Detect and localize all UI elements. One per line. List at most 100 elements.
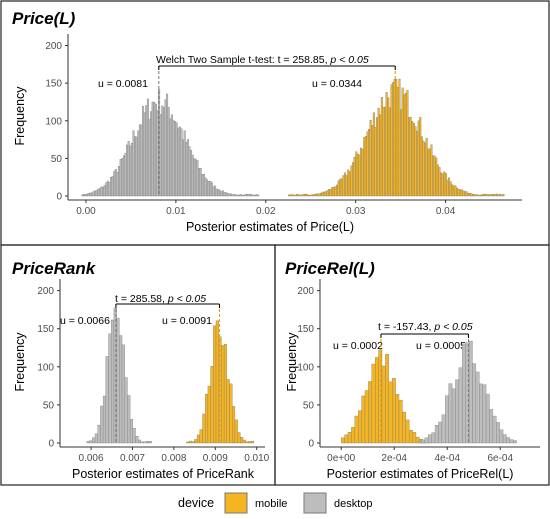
panel-price-l-ytick-label: 100 [45, 116, 62, 127]
panel-pricerel-l-bar-mobile [371, 363, 376, 444]
panel-pricerank-bar-desktop [119, 335, 123, 444]
panel-price-l-bar-mobile [422, 140, 425, 197]
panel-pricerank-bar-mobile [245, 441, 249, 444]
panel-pricerel-l-bar-desktop [468, 340, 473, 444]
panel-price-l-bar-mobile [331, 187, 334, 197]
panel-pricerel-l-title: PriceRel(L) [285, 259, 375, 278]
panel-price-l-bar-desktop [84, 194, 87, 197]
panel-pricerank-bar-mobile [242, 439, 246, 444]
panel-price-l-bar-mobile [416, 131, 419, 197]
panel-pricerel-l-bar-mobile [398, 399, 403, 444]
panel-price-l-bar-desktop [196, 159, 199, 197]
panel-pricerel-l-bar-mobile [344, 434, 349, 444]
panel-pricerank-bar-desktop [135, 436, 139, 444]
panel-pricerel-l-bar-desktop [445, 395, 449, 444]
panel-price-l-bar-desktop [178, 126, 181, 197]
panel-price-l-bar-desktop [182, 139, 185, 197]
panel-pricerank-bar-mobile [250, 441, 254, 444]
panel-pricerel-l-bar-mobile [409, 430, 413, 444]
panel-price-l-xtick-label: 0.01 [166, 206, 186, 217]
panel-pricerel-l-bar-desktop [472, 363, 477, 444]
panel-price-l-bar-mobile [384, 106, 387, 197]
panel-price-l-bar-desktop [126, 144, 129, 197]
panel-price-l-bar-desktop [238, 194, 241, 197]
panel-price-l-bar-desktop [113, 170, 116, 197]
panel-price-l-bar-desktop [236, 194, 239, 197]
panel-price-l-bar-mobile [347, 169, 350, 197]
panel-price-l-bar-desktop [146, 98, 149, 197]
panel-price-l-bar-desktop [231, 194, 234, 197]
panel-pricerank-bar-mobile [202, 413, 206, 444]
panel-price-l-bar-desktop [226, 193, 229, 197]
panel-price-l-bar-mobile [360, 147, 363, 197]
panel-price-l-bar-desktop [250, 194, 253, 197]
panel-price-l-bar-desktop [241, 194, 244, 197]
panel-pricerank-bar-desktop [97, 424, 101, 444]
panel-price-l-bar-desktop [164, 99, 167, 197]
panel-price-l-bar-mobile [486, 194, 489, 197]
panel-price-l-bar-mobile [467, 192, 470, 197]
panel-pricerel-l-ytick-label: 150 [297, 324, 314, 335]
panel-pricerank-bar-mobile [210, 365, 214, 444]
panel-pricerank-ytick-label: 100 [37, 362, 54, 373]
panel-price-l-bar-desktop [257, 194, 260, 197]
panel-price-l-bar-mobile [433, 155, 436, 197]
panel-price-l-bar-desktop [239, 194, 242, 197]
panel-price-l-bar-desktop [118, 165, 121, 197]
panel-price-l-mean-mobile: u = 0.0344 [312, 78, 362, 90]
panel-pricerank-xtick-label: 0.010 [244, 453, 269, 464]
panel-pricerel-l-bar-mobile [392, 378, 396, 444]
panel-price-l-bar-desktop [94, 190, 97, 197]
panel-price-l-bar-mobile [435, 157, 438, 197]
panel-price-l-bar-desktop [138, 124, 141, 197]
panel-price-l-mean-desktop: u = 0.0081 [98, 78, 148, 90]
panel-price-l-bar-desktop [180, 128, 183, 197]
panel-price-l-bar-mobile [436, 164, 439, 197]
panel-price-l-bar-mobile [312, 194, 315, 197]
panel-pricerank-bar-desktop [143, 441, 147, 444]
panel-price-l-bar-desktop [193, 158, 196, 197]
panel-price-l-bar-desktop [210, 182, 213, 197]
panel-pricerel-l-ylabel: Frequency [285, 332, 299, 392]
panel-price-l-bar-desktop [207, 181, 210, 197]
panel-price-l-bar-mobile [334, 186, 337, 197]
panel-price-l-bar-desktop [255, 194, 258, 197]
legend-label-desktop: desktop [334, 498, 373, 510]
panel-price-l-bar-mobile [451, 184, 454, 197]
panel-price-l-bar-mobile [310, 194, 313, 197]
panel-price-l-bar-desktop [124, 152, 127, 197]
panel-price-l-bar-mobile [488, 194, 491, 197]
panel-price-l-bar-mobile [409, 116, 412, 197]
panel-price-l-bar-mobile [296, 194, 299, 197]
panel-pricerel-l-bar-desktop [431, 432, 436, 444]
panel-pricerank-bar-mobile [191, 441, 195, 444]
panel-price-l-bar-desktop [159, 114, 162, 197]
panel-pricerel-l-ytick-label: 0 [308, 439, 314, 450]
panel-pricerel-l-bar-mobile [341, 437, 345, 444]
panel-pricerank-bar-desktop [127, 395, 131, 444]
legend-label-mobile: mobile [255, 498, 287, 510]
panel-pricerank-ytick-label: 200 [37, 286, 54, 297]
panel-price-l-bar-desktop [132, 130, 135, 197]
panel-price-l-xtick-label: 0.03 [346, 206, 366, 217]
panel-pricerank-bar-desktop [129, 418, 133, 444]
panel-price-l-bar-desktop [198, 167, 201, 197]
panel-price-l-bar-desktop [191, 154, 194, 197]
panel-price-l-bar-mobile [382, 107, 385, 197]
panel-price-l-bar-mobile [459, 189, 462, 197]
panel-pricerank-bar-mobile [237, 432, 241, 444]
panel-price-l-bar-mobile [438, 167, 441, 197]
panel-price-l-bar-desktop [215, 188, 218, 197]
panel-price-l-ytick-label: 150 [45, 79, 62, 90]
panel-price-l-bar-mobile [304, 193, 307, 197]
panel-pricerank-bar-desktop [102, 395, 106, 444]
panel-price-l-bar-desktop [209, 181, 212, 197]
panel-price-l-bar-mobile [502, 193, 505, 197]
panel-price-l-bar-mobile [481, 194, 484, 197]
panel-price-l-bar-mobile [417, 120, 420, 197]
panel-pricerel-l-bar-desktop [428, 434, 432, 444]
panel-pricerank-ytick-label: 50 [43, 400, 55, 411]
panel-pricerank-bar-desktop [89, 440, 93, 444]
panel-pricerank-bar-mobile [186, 441, 190, 444]
panel-price-l-bar-desktop [142, 106, 145, 197]
